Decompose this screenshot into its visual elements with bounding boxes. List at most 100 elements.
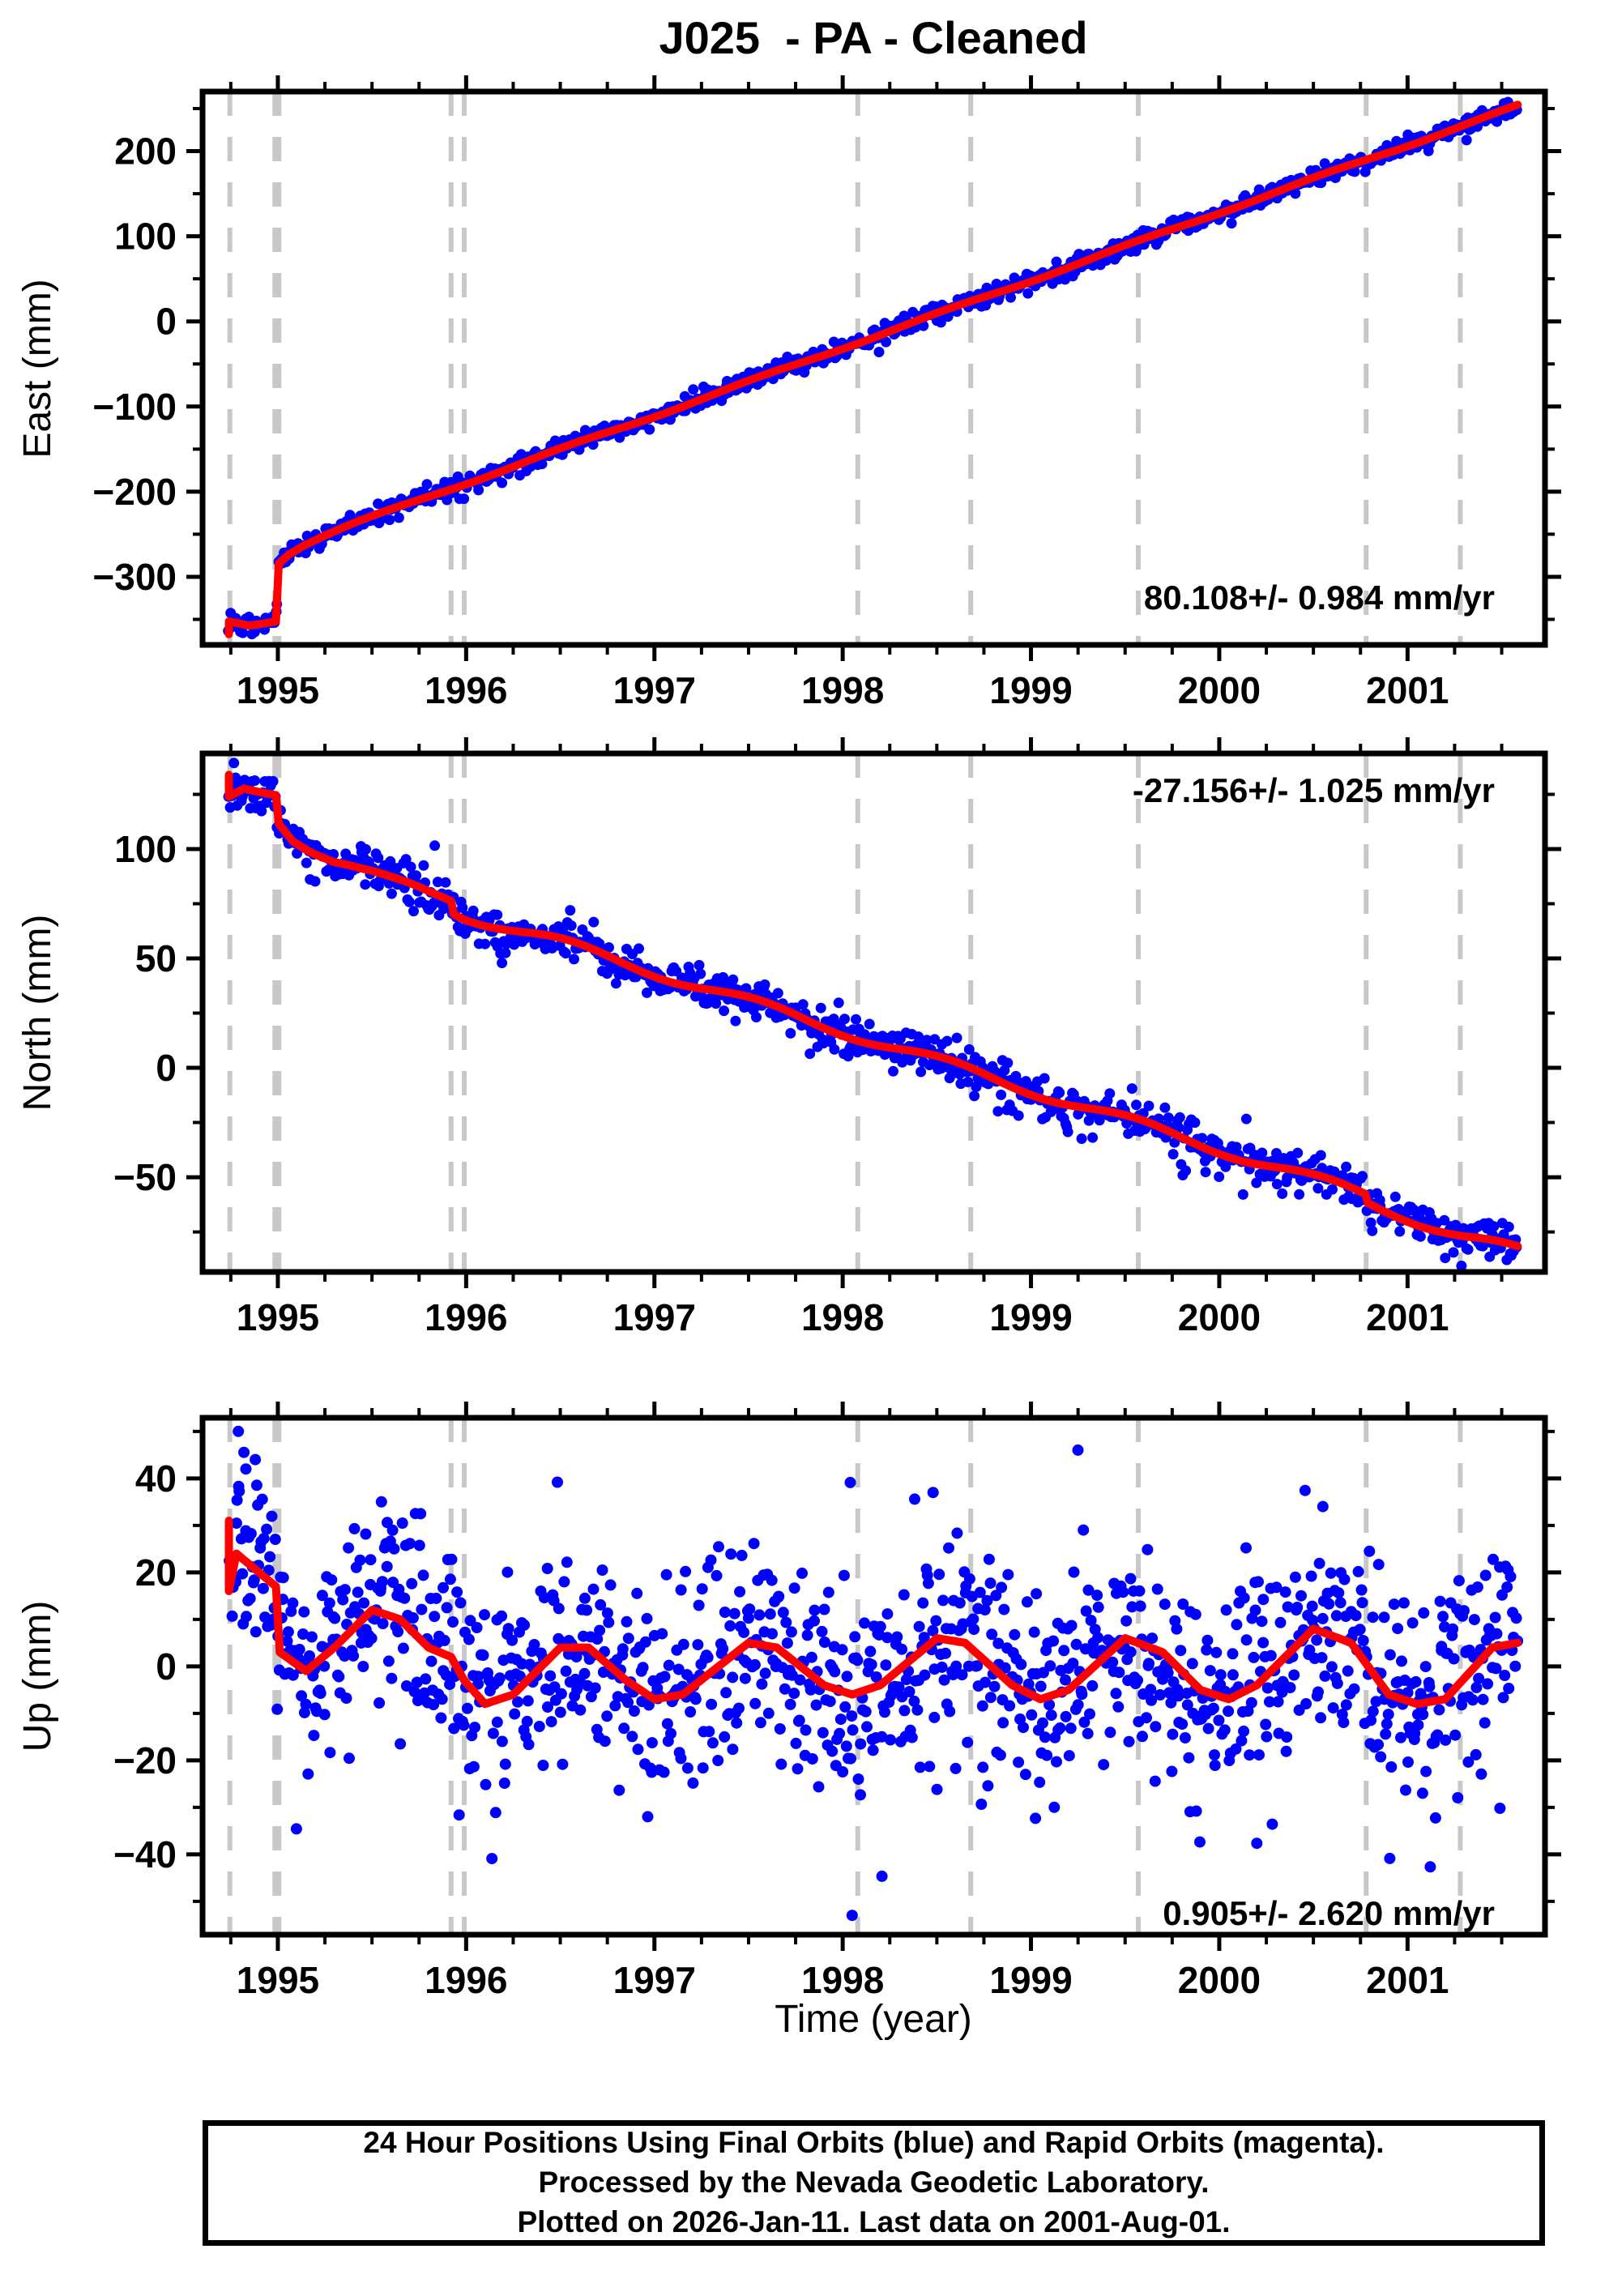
data-point: [610, 978, 621, 989]
data-point: [749, 1658, 761, 1671]
data-point: [1150, 1721, 1162, 1733]
data-point: [1060, 1710, 1072, 1722]
y-tick-label: −50: [113, 1156, 177, 1198]
data-point: [833, 997, 844, 1009]
data-point: [1054, 1087, 1065, 1099]
data-point: [628, 1705, 640, 1717]
north-rate-label: -27.156+/- 1.025 mm/yr: [1133, 771, 1495, 809]
x-tick-label: 2000: [1178, 669, 1261, 711]
data-point: [343, 1542, 355, 1554]
data-point: [739, 1672, 751, 1684]
caption-box: 24 Hour Positions Using Final Orbits (bl…: [203, 2120, 1545, 2246]
data-point: [988, 1680, 1001, 1692]
data-point: [1447, 1623, 1459, 1635]
data-point: [944, 1705, 956, 1718]
data-point: [300, 1698, 312, 1710]
data-point: [766, 1574, 778, 1586]
data-point: [440, 877, 451, 888]
panel-up: 40 20 0 −20 −40 1995 1996 1997 1998 1999 2000 2001: [113, 1402, 1561, 2001]
data-point: [1125, 1646, 1137, 1658]
data-point: [1209, 1749, 1220, 1761]
data-point: [1338, 1717, 1350, 1729]
data-point: [1048, 1635, 1060, 1647]
data-point: [1020, 1076, 1031, 1087]
data-point: [1312, 1686, 1324, 1698]
data-point: [660, 1568, 672, 1581]
data-point: [1315, 1150, 1326, 1161]
data-point: [873, 347, 885, 357]
panel-north: 100 50 0 −50 1995 1996 1997 1998 1999 2000 2001: [113, 737, 1561, 1338]
data-point: [1013, 1756, 1025, 1769]
data-point: [344, 1752, 355, 1765]
data-point: [1385, 1761, 1398, 1773]
data-point: [917, 1597, 929, 1609]
data-point: [703, 1726, 715, 1738]
data-point: [604, 942, 614, 953]
data-point: [915, 1066, 927, 1078]
data-point: [876, 1870, 888, 1882]
data-point: [453, 1809, 465, 1821]
data-point: [659, 1671, 671, 1683]
data-point: [1078, 1716, 1090, 1728]
data-point: [1107, 1656, 1119, 1668]
data-point: [813, 1781, 825, 1793]
data-point: [1237, 1189, 1248, 1200]
data-point: [1382, 1709, 1394, 1721]
data-point: [951, 1032, 962, 1043]
data-point: [501, 1566, 514, 1578]
data-point: [1325, 1661, 1338, 1673]
data-point: [879, 1706, 890, 1718]
data-point: [287, 1597, 299, 1609]
data-point: [1159, 1598, 1171, 1611]
data-point: [1125, 1573, 1137, 1585]
data-point: [458, 1719, 470, 1731]
data-point: [1076, 1688, 1088, 1701]
data-point: [1010, 1070, 1022, 1082]
data-point: [1423, 1680, 1436, 1692]
data-point: [1141, 1712, 1152, 1724]
data-point: [1083, 1115, 1095, 1126]
panel-frame: [199, 1415, 1548, 1938]
data-point: [810, 1699, 822, 1711]
data-point: [316, 1590, 328, 1602]
data-point: [493, 1672, 506, 1684]
data-point: [408, 906, 419, 917]
x-tick-label: 2000: [1178, 1959, 1261, 2001]
data-point: [1082, 1727, 1094, 1739]
data-point: [244, 1593, 256, 1605]
data-point: [1313, 1557, 1325, 1569]
data-point: [1503, 1683, 1515, 1694]
data-point: [438, 1634, 450, 1646]
data-point: [971, 1660, 984, 1672]
data-point: [393, 512, 404, 523]
data-point: [1062, 1126, 1073, 1137]
data-point: [292, 847, 303, 859]
data-point: [885, 1734, 896, 1746]
data-point: [1037, 1717, 1048, 1729]
data-point: [1163, 1112, 1174, 1124]
data-point: [406, 1577, 418, 1590]
data-point: [818, 1603, 830, 1615]
data-point: [840, 1740, 852, 1752]
data-point: [1045, 1709, 1057, 1722]
data-point: [1167, 1149, 1179, 1160]
data-point: [314, 1688, 326, 1699]
data-point: [780, 1616, 792, 1628]
data-point: [290, 1823, 302, 1835]
data-point: [500, 947, 511, 958]
data-point: [1327, 1702, 1339, 1714]
data-point: [1479, 1569, 1492, 1581]
data-point: [867, 1744, 879, 1756]
data-point: [326, 1574, 338, 1586]
data-point: [502, 1623, 514, 1635]
data-point: [801, 1629, 813, 1641]
data-point: [435, 1712, 447, 1724]
data-point: [1333, 1587, 1345, 1599]
data-point: [1207, 1702, 1219, 1714]
data-point: [1448, 1247, 1459, 1258]
data-point: [1072, 1699, 1084, 1711]
data-point: [241, 1611, 252, 1623]
y-tick-label: 0: [156, 1645, 177, 1688]
data-point: [1039, 1073, 1050, 1084]
